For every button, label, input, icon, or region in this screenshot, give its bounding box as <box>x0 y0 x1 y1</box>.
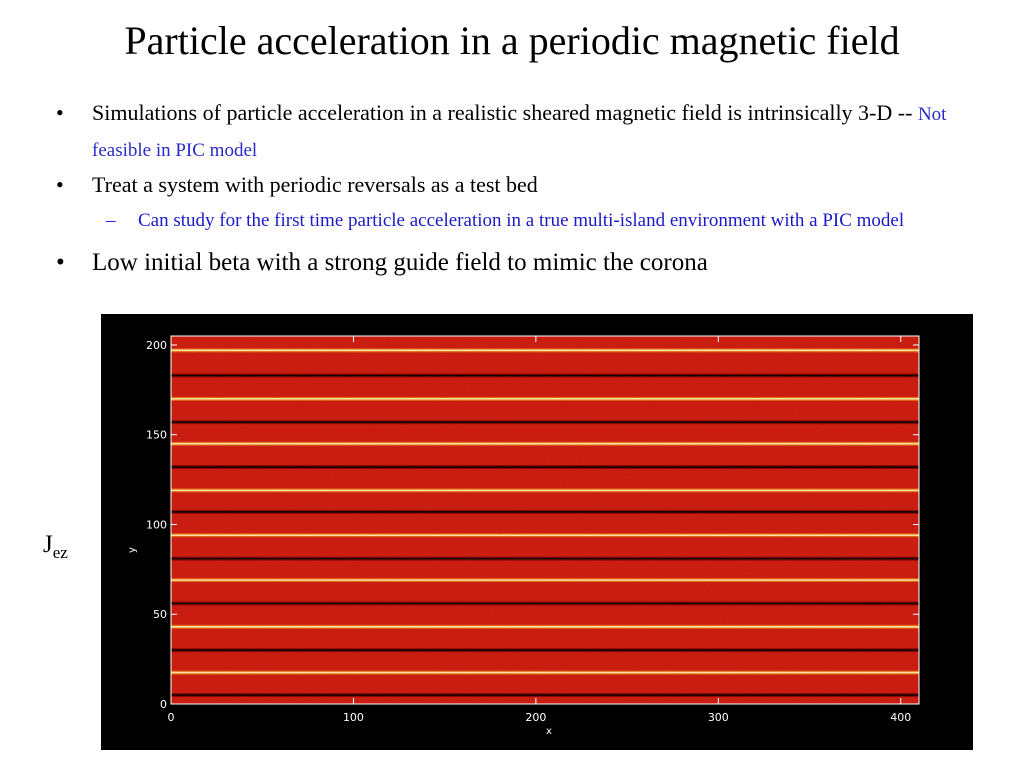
x-tick-label: 0 <box>168 711 175 724</box>
bullet-item: • Low initial beta with a strong guide f… <box>56 244 976 282</box>
y-tick-label: 150 <box>146 429 167 442</box>
x-axis-label: x <box>546 726 552 737</box>
sub-bullet-marker: – <box>106 210 116 231</box>
x-tick-label: 400 <box>890 711 911 724</box>
plot-frame <box>170 335 920 705</box>
y-tick-label: 0 <box>160 698 167 711</box>
current-density-plot: 0 100 200 300 400 0 50 100 150 200 x y <box>101 314 973 750</box>
field-label-main: J <box>43 531 53 558</box>
bullet-marker: • <box>56 172 64 197</box>
bullet-list: • Simulations of particle acceleration i… <box>56 96 976 282</box>
bullet-note: Not feasible in PIC model <box>92 104 947 161</box>
field-label-subscript: ez <box>52 543 68 562</box>
x-tick-label: 100 <box>343 711 364 724</box>
bullet-separator: -- <box>897 100 913 125</box>
slide-title: Particle acceleration in a periodic magn… <box>124 18 900 63</box>
bullet-item: • Simulations of particle acceleration i… <box>56 96 976 168</box>
plot-bands <box>171 348 919 698</box>
bullet-marker: • <box>56 249 65 276</box>
bullet-marker: • <box>56 100 64 125</box>
bullet-item: • Treat a system with periodic reversals… <box>56 168 976 202</box>
bullet-text: Treat a system with periodic reversals a… <box>92 172 538 197</box>
y-tick-label: 200 <box>146 339 167 352</box>
x-tick-label: 200 <box>525 711 546 724</box>
sub-bullet-item: – Can study for the first time particle … <box>56 208 976 234</box>
y-tick-label: 100 <box>146 518 167 531</box>
y-axis-label: y <box>127 547 138 553</box>
field-label: Jez <box>43 530 68 568</box>
sub-bullet-text: Can study for the first time particle ac… <box>138 210 905 231</box>
bullet-text: Simulations of particle acceleration in … <box>92 100 893 125</box>
x-tick-label: 300 <box>708 711 729 724</box>
bullet-text: Low initial beta with a strong guide fie… <box>92 249 708 276</box>
y-tick-label: 50 <box>153 608 167 621</box>
